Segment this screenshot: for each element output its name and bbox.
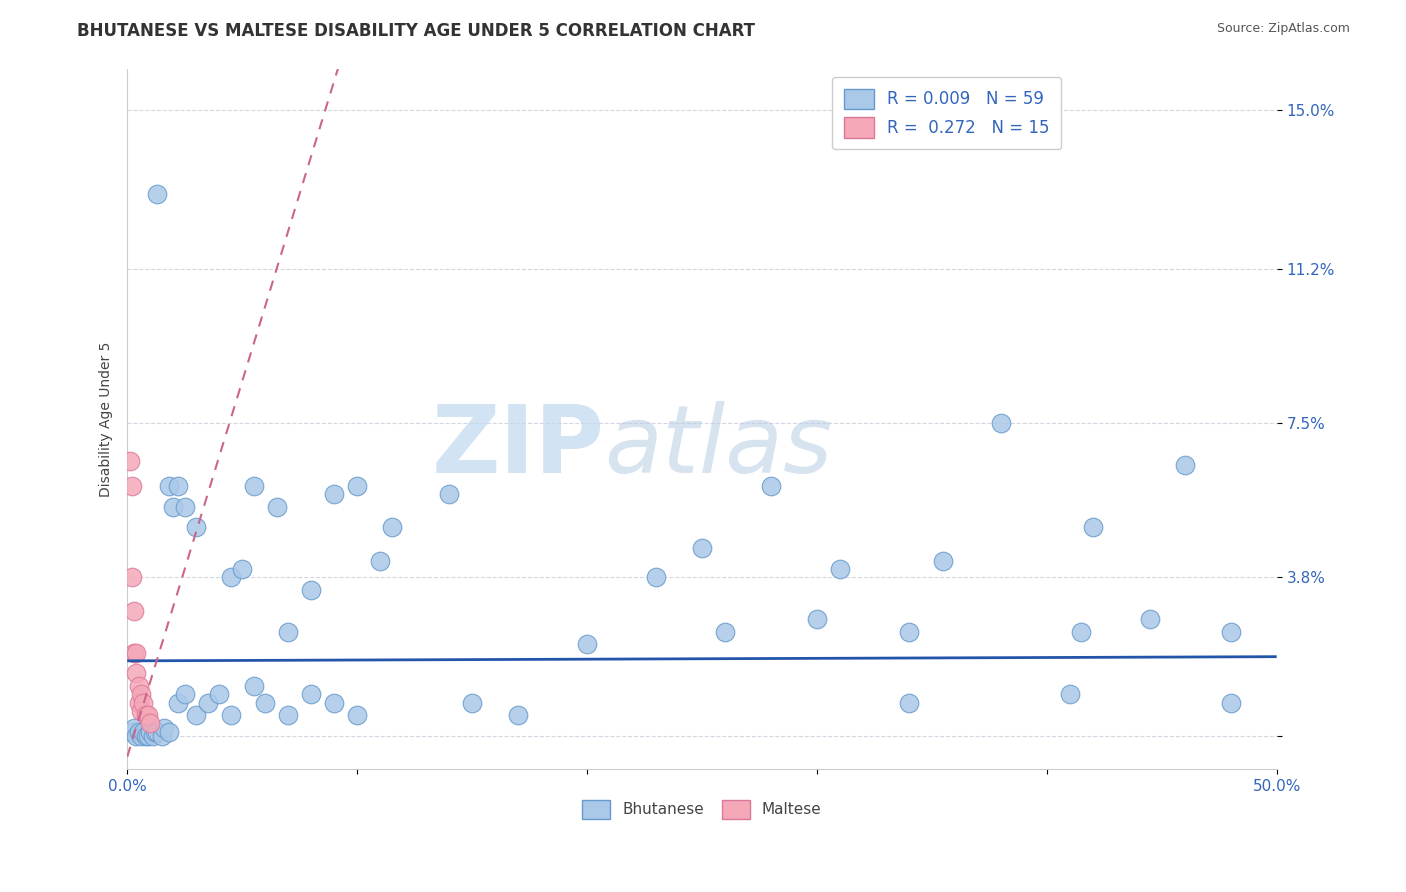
Point [139, 716, 162, 731]
Point [125, 646, 148, 660]
Point [242, 679, 264, 693]
Point [128, 724, 150, 739]
Point [122, 721, 145, 735]
Point [128, 696, 150, 710]
Point [368, 554, 391, 568]
Point [186, 708, 208, 723]
Point [277, 624, 299, 639]
Point [576, 637, 599, 651]
Point [128, 679, 150, 693]
Point [132, 696, 155, 710]
Point [645, 570, 668, 584]
Point [197, 696, 219, 710]
Point [129, 729, 152, 743]
Point [299, 582, 322, 597]
Point [136, 729, 159, 743]
Point [121, 570, 143, 584]
Text: Source: ZipAtlas.com: Source: ZipAtlas.com [1216, 22, 1350, 36]
Point [157, 724, 180, 739]
Legend: Bhutanese, Maltese: Bhutanese, Maltese [576, 794, 828, 825]
Point [932, 554, 955, 568]
Point [132, 724, 155, 739]
Point [173, 500, 195, 514]
Point [139, 724, 162, 739]
Point [461, 696, 484, 710]
Point [1081, 520, 1104, 534]
Point [166, 478, 188, 492]
Point [208, 687, 231, 701]
Point [714, 624, 737, 639]
Point [690, 541, 713, 556]
Point [990, 416, 1012, 430]
Point [346, 708, 368, 723]
Point [323, 696, 346, 710]
Text: BHUTANESE VS MALTESE DISABILITY AGE UNDER 5 CORRELATION CHART: BHUTANESE VS MALTESE DISABILITY AGE UNDE… [77, 22, 755, 40]
Point [242, 478, 264, 492]
Point [897, 696, 920, 710]
Point [150, 729, 173, 743]
Point [437, 487, 460, 501]
Point [162, 500, 184, 514]
Point [157, 478, 180, 492]
Point [299, 687, 322, 701]
Point [806, 612, 828, 626]
Point [1174, 458, 1197, 472]
Point [277, 708, 299, 723]
Point [186, 520, 208, 534]
Point [125, 729, 148, 743]
Point [121, 478, 143, 492]
Point [166, 696, 188, 710]
Point [1070, 624, 1092, 639]
Point [323, 487, 346, 501]
Point [1059, 687, 1081, 701]
Point [122, 646, 145, 660]
Point [135, 729, 157, 743]
Point [219, 708, 242, 723]
Point [125, 666, 148, 681]
Point [346, 478, 368, 492]
Text: atlas: atlas [605, 401, 832, 492]
Point [153, 721, 176, 735]
Point [381, 520, 404, 534]
Point [146, 186, 169, 201]
Point [266, 500, 288, 514]
Point [506, 708, 529, 723]
Point [759, 478, 782, 492]
Point [173, 687, 195, 701]
Point [129, 687, 152, 701]
Point [219, 570, 242, 584]
Point [135, 708, 157, 723]
Point [143, 724, 166, 739]
Point [129, 704, 152, 718]
Text: ZIP: ZIP [432, 401, 605, 493]
Y-axis label: Disability Age Under 5: Disability Age Under 5 [100, 342, 114, 497]
Point [1219, 696, 1241, 710]
Point [231, 562, 253, 576]
Point [1139, 612, 1161, 626]
Point [141, 729, 163, 743]
Point [146, 724, 169, 739]
Point [121, 724, 143, 739]
Point [122, 604, 145, 618]
Point [136, 708, 159, 723]
Point [897, 624, 920, 639]
Point [828, 562, 851, 576]
Point [254, 696, 277, 710]
Point [1219, 624, 1241, 639]
Point [118, 453, 141, 467]
